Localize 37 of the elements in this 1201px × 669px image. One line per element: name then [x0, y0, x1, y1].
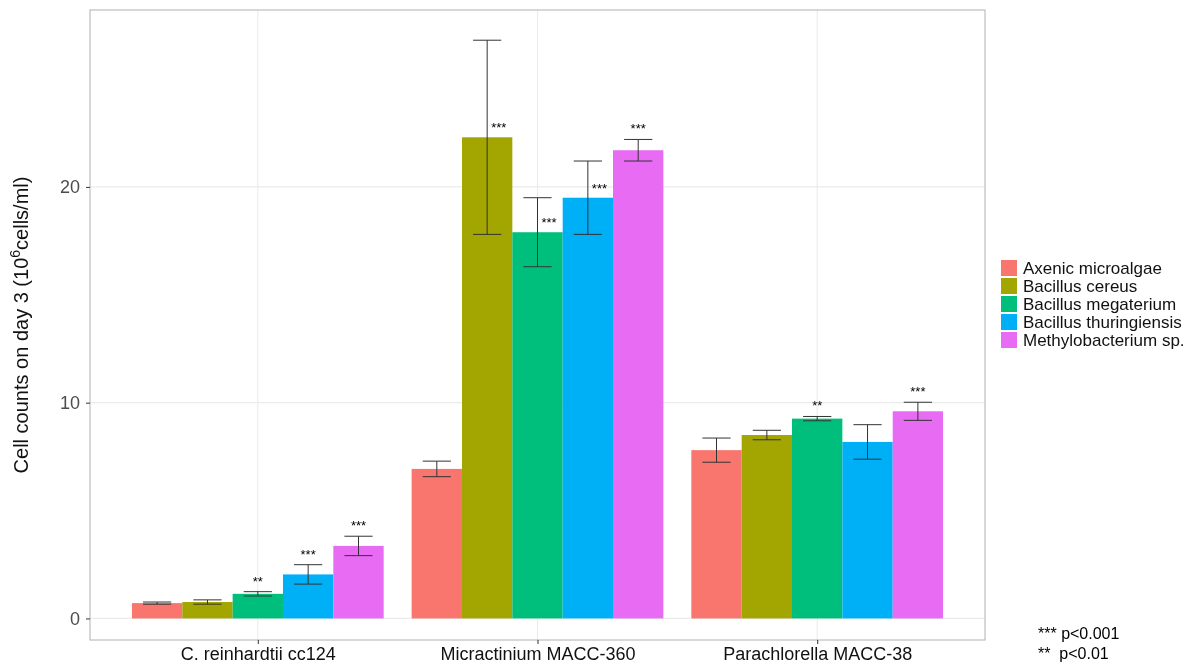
bar: [741, 435, 793, 619]
bar: [792, 418, 843, 619]
bar: [282, 574, 334, 619]
bar: [411, 468, 462, 619]
bar: [512, 232, 563, 619]
y-tick-label: 20: [59, 177, 80, 198]
bar: [842, 441, 893, 619]
bar: [691, 450, 742, 619]
data-label: **: [812, 398, 823, 414]
bar: [232, 593, 283, 619]
legend-label: Bacillus megaterium: [1023, 295, 1177, 314]
data-label: ***: [630, 121, 646, 137]
x-tick-label: C. reinhardtii cc124: [180, 643, 336, 664]
legend-label: Methylobacterium sp.: [1023, 331, 1185, 350]
bar: [131, 603, 183, 619]
text: *** p<0.001: [1038, 625, 1120, 642]
legend-label: Axenic microalgae: [1023, 259, 1162, 278]
data-label: ***: [541, 215, 557, 231]
legend-label: Bacillus cereus: [1023, 277, 1138, 296]
bar: [333, 545, 384, 619]
bar: [461, 137, 513, 619]
legend-label: Bacillus thuringiensis: [1023, 313, 1182, 332]
bar: [562, 197, 614, 619]
bar: [182, 602, 233, 619]
text: ** p<0.01: [1038, 645, 1109, 662]
data-label: ***: [491, 120, 507, 136]
data-label: ***: [350, 518, 367, 534]
data-label: ***: [591, 180, 608, 196]
x-tick-label: Parachlorella MACC-38: [723, 643, 913, 664]
data-label: **: [252, 573, 263, 589]
bar: [892, 411, 944, 619]
y-tick-label: 0: [69, 608, 80, 629]
y-tick-label: 10: [59, 392, 80, 413]
bar: [613, 150, 664, 619]
data-label: ***: [300, 546, 316, 562]
x-tick-label: Micractinium MACC-360: [440, 643, 636, 664]
data-label: ***: [910, 384, 926, 400]
